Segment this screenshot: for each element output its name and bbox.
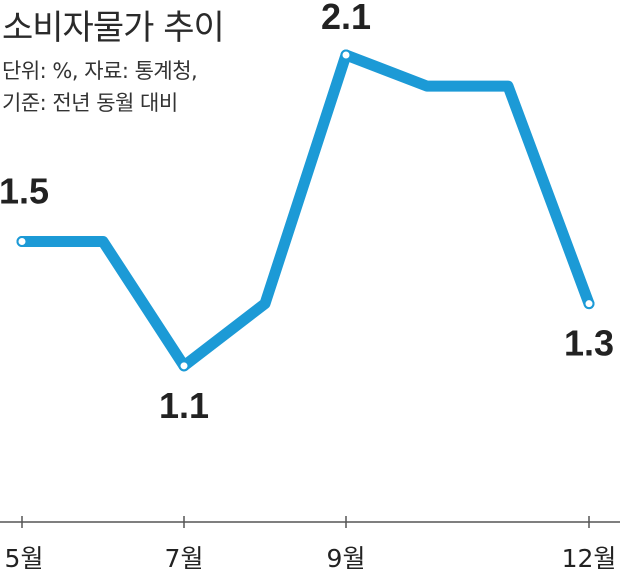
x-tick-label: 12월 xyxy=(562,544,617,573)
data-label: 1.3 xyxy=(564,323,614,364)
x-tick-label: 7월 xyxy=(165,544,204,573)
chart-subtitle-basis: 기준: 전년 동월 대비 xyxy=(2,91,178,115)
data-label: 2.1 xyxy=(321,0,371,37)
chart-subtitle-unit: 단위: %, 자료: 통계청, xyxy=(2,59,198,83)
data-label: 1.5 xyxy=(0,171,49,212)
data-point-marker xyxy=(178,360,190,372)
series-line xyxy=(16,49,595,372)
x-tick-label: 5월 xyxy=(5,544,44,573)
data-label: 1.1 xyxy=(159,385,209,426)
x-tick-label: 9월 xyxy=(327,544,366,573)
data-point-marker xyxy=(16,236,28,247)
data-point-marker xyxy=(583,298,595,310)
data-point-marker xyxy=(340,49,352,61)
chart-title: 소비자물가 추이 xyxy=(2,8,225,48)
